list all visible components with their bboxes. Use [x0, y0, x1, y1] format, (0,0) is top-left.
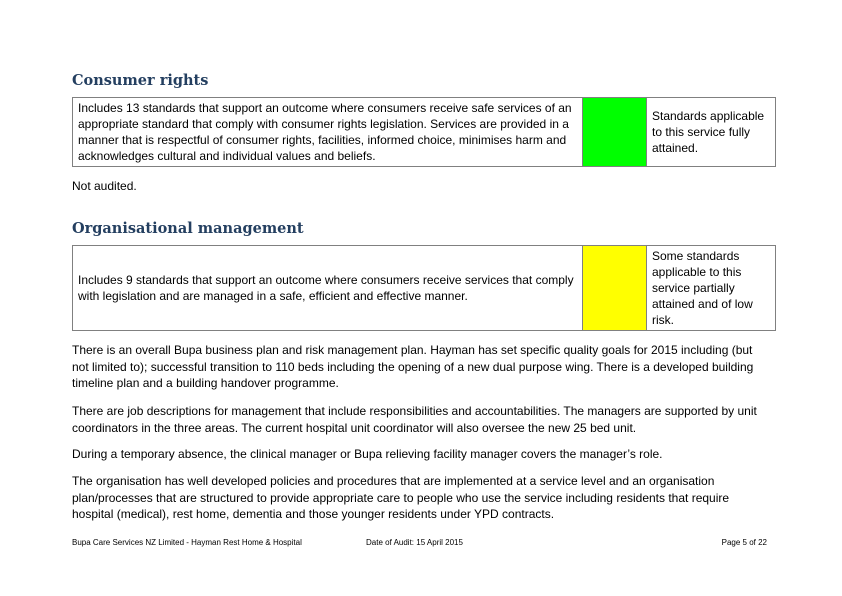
footer-audit-date: Date of Audit: 15 April 2015 — [366, 538, 463, 547]
footer-page-number: Page 5 of 22 — [721, 538, 767, 547]
org-paragraph-policies: The organisation has well developed poli… — [72, 474, 730, 521]
org-paragraph-temporary-absence: During a temporary absence, the clinical… — [72, 447, 663, 461]
organisational-management-description: Includes 9 standards that support an out… — [72, 245, 583, 331]
consumer-rights-heading: Consumer rights — [72, 72, 209, 89]
consumer-rights-description: Includes 13 standards that support an ou… — [72, 97, 583, 167]
organisational-management-rating-text: Some standards applicable to this servic… — [646, 245, 776, 331]
organisational-management-rating-table: Includes 9 standards that support an out… — [72, 245, 776, 331]
consumer-rights-rating-text: Standards applicable to this service ful… — [646, 97, 776, 167]
organisational-management-rating-color — [582, 245, 647, 331]
organisational-management-heading: Organisational management — [72, 220, 304, 237]
org-paragraph-business-plan: There is an overall Bupa business plan a… — [72, 343, 754, 390]
org-paragraph-job-descriptions: There are job descriptions for managemen… — [72, 404, 757, 435]
consumer-rights-rating-table: Includes 13 standards that support an ou… — [72, 97, 776, 167]
consumer-rights-rating-color — [582, 97, 647, 167]
footer-provider: Bupa Care Services NZ Limited - Hayman R… — [72, 538, 302, 547]
consumer-rights-note: Not audited. — [72, 179, 137, 193]
